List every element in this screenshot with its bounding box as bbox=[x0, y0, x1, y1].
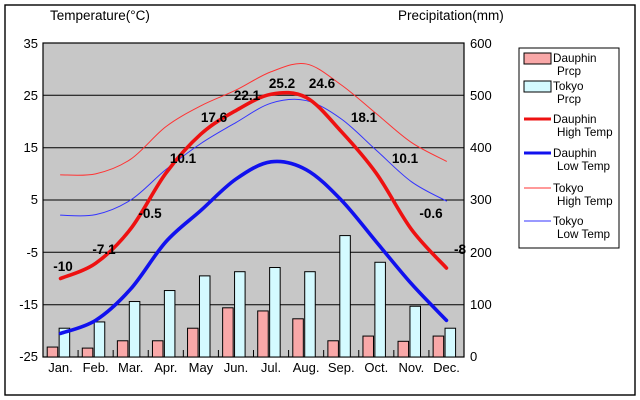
svg-text:300: 300 bbox=[470, 192, 492, 207]
svg-text:-10: -10 bbox=[53, 259, 73, 274]
svg-text:High Temp: High Temp bbox=[557, 126, 613, 139]
svg-text:600: 600 bbox=[470, 36, 492, 51]
svg-text:35: 35 bbox=[24, 36, 38, 51]
svg-text:-5: -5 bbox=[26, 245, 38, 260]
svg-text:24.6: 24.6 bbox=[309, 76, 336, 91]
svg-text:Tokyo: Tokyo bbox=[553, 215, 584, 228]
svg-text:25.2: 25.2 bbox=[269, 76, 295, 91]
svg-text:10.1: 10.1 bbox=[170, 151, 197, 166]
svg-text:May: May bbox=[189, 360, 214, 375]
svg-text:Apr.: Apr. bbox=[154, 360, 177, 375]
svg-text:Dauphin: Dauphin bbox=[553, 52, 597, 65]
svg-text:Temperature(°C): Temperature(°C) bbox=[50, 8, 150, 23]
svg-text:Dauphin: Dauphin bbox=[553, 147, 597, 160]
svg-text:Feb.: Feb. bbox=[83, 360, 109, 375]
svg-text:22.1: 22.1 bbox=[234, 88, 261, 103]
svg-text:400: 400 bbox=[470, 140, 492, 155]
svg-text:100: 100 bbox=[470, 297, 492, 312]
svg-text:Low Temp: Low Temp bbox=[557, 228, 611, 241]
svg-text:Tokyo: Tokyo bbox=[553, 182, 584, 195]
svg-text:Oct.: Oct. bbox=[364, 360, 388, 375]
svg-text:18.1: 18.1 bbox=[351, 110, 378, 125]
svg-text:High Temp: High Temp bbox=[557, 195, 613, 208]
svg-text:5: 5 bbox=[31, 192, 38, 207]
svg-text:Prcp: Prcp bbox=[557, 93, 582, 106]
svg-text:Jul.: Jul. bbox=[261, 360, 281, 375]
svg-text:15: 15 bbox=[24, 140, 38, 155]
svg-text:-7.1: -7.1 bbox=[92, 242, 116, 257]
svg-text:Dec.: Dec. bbox=[433, 360, 460, 375]
svg-text:Jun.: Jun. bbox=[224, 360, 249, 375]
svg-text:Jan.: Jan. bbox=[48, 360, 73, 375]
svg-text:Mar.: Mar. bbox=[118, 360, 143, 375]
svg-text:Prcp: Prcp bbox=[557, 65, 582, 78]
svg-text:Nov.: Nov. bbox=[399, 360, 425, 375]
svg-text:Precipitation(mm): Precipitation(mm) bbox=[398, 8, 504, 23]
svg-text:-0.5: -0.5 bbox=[138, 206, 162, 221]
svg-text:-25: -25 bbox=[19, 349, 38, 364]
svg-text:Sep.: Sep. bbox=[328, 360, 355, 375]
svg-text:-15: -15 bbox=[19, 297, 38, 312]
svg-text:500: 500 bbox=[470, 88, 492, 103]
svg-text:-0.6: -0.6 bbox=[419, 206, 443, 221]
svg-text:10.1: 10.1 bbox=[392, 151, 419, 166]
svg-text:200: 200 bbox=[470, 245, 492, 260]
svg-text:25: 25 bbox=[24, 88, 38, 103]
svg-text:-8: -8 bbox=[454, 242, 466, 257]
svg-text:Dauphin: Dauphin bbox=[553, 113, 597, 126]
svg-text:Tokyo: Tokyo bbox=[553, 80, 584, 93]
svg-text:Aug.: Aug. bbox=[293, 360, 320, 375]
svg-text:Low Temp: Low Temp bbox=[557, 160, 611, 173]
svg-text:0: 0 bbox=[470, 349, 477, 364]
svg-text:17.6: 17.6 bbox=[201, 110, 228, 125]
